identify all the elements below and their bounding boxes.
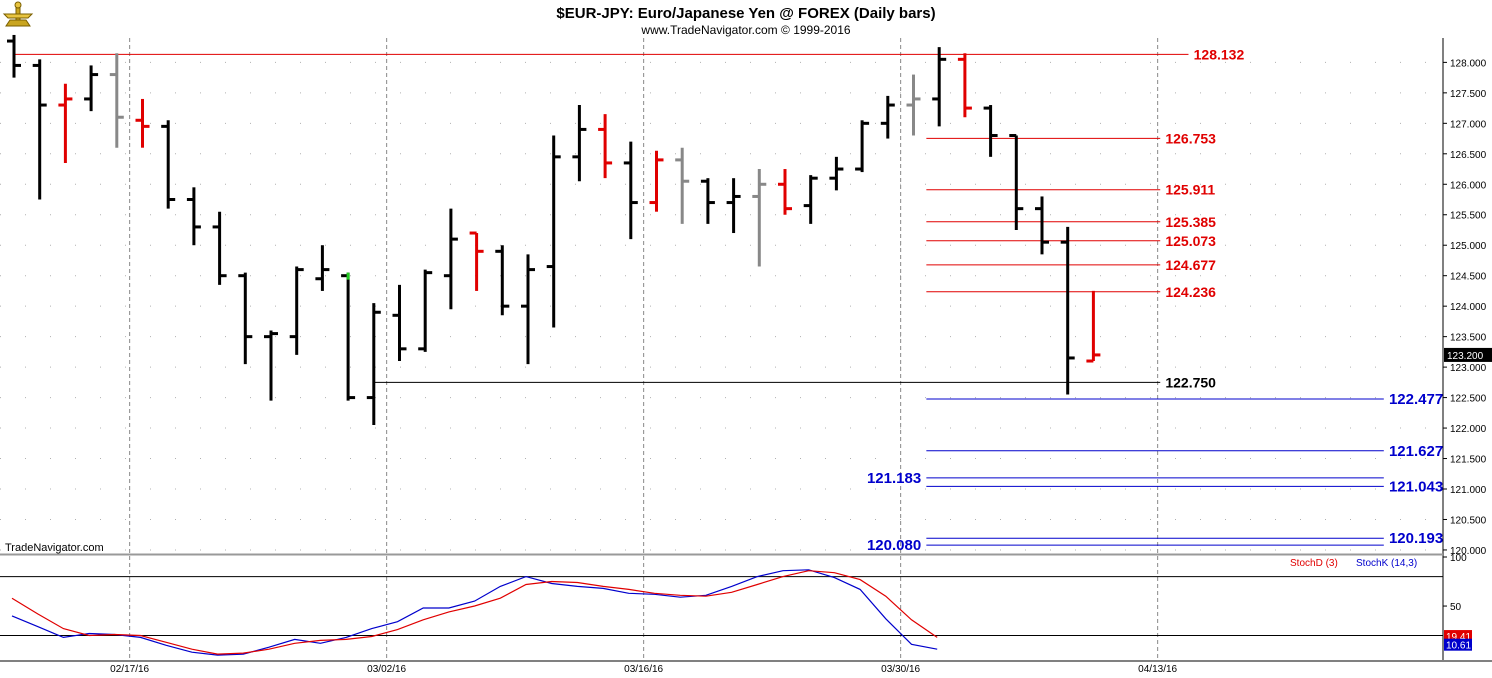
- ohlc-bar: [1086, 290, 1101, 363]
- ohlc-bar: [289, 266, 304, 355]
- ohlc-bar: [803, 175, 818, 224]
- price-tick-label: 123.000: [1450, 363, 1487, 374]
- level-label: 125.073: [1165, 233, 1216, 249]
- price-tick-label: 127.000: [1450, 119, 1487, 130]
- logo-icon: [2, 1, 34, 27]
- date-tick-label: 03/30/16: [881, 664, 920, 675]
- date-tick-label: 03/16/16: [624, 664, 663, 675]
- date-tick-label: 04/13/16: [1138, 664, 1177, 675]
- ohlc-bar: [778, 169, 792, 215]
- ohlc-bar: [495, 245, 510, 316]
- stoch-legend-d: StochD (3): [1290, 558, 1338, 569]
- date-tick-label: 02/17/16: [110, 664, 149, 675]
- stoch-legend-k: StochK (14,3): [1356, 558, 1417, 569]
- ohlc-bar: [135, 98, 150, 148]
- level-label: 121.183: [867, 470, 921, 487]
- ohlc-bar: [109, 53, 124, 148]
- level-label: 120.080: [867, 537, 921, 554]
- ohlc-bar: [366, 303, 381, 426]
- price-tick-label: 122.000: [1450, 424, 1487, 435]
- ohlc-bar: [623, 141, 638, 240]
- ohlc-bar: [58, 83, 73, 163]
- ohlc-bar: [418, 269, 433, 352]
- watermark: TradeNavigator.com: [5, 542, 104, 554]
- ohlc-bar: [7, 34, 21, 78]
- ohlc-bar: [829, 156, 844, 191]
- ohlc-bar: [392, 284, 407, 362]
- level-label: 122.477: [1389, 391, 1443, 408]
- price-tick-label: 126.000: [1450, 180, 1487, 191]
- price-tick-label: 122.500: [1450, 394, 1487, 405]
- ohlc-bar: [443, 208, 458, 310]
- ohlc-bar: [212, 211, 227, 285]
- price-tick-label: 121.500: [1450, 455, 1487, 466]
- price-tick-label: 127.500: [1450, 89, 1487, 100]
- level-label: 125.911: [1165, 182, 1215, 198]
- stoch-value-label: 19.41: [1446, 632, 1471, 643]
- price-tick-label: 125.000: [1450, 241, 1487, 252]
- ohlc-bar: [649, 150, 664, 212]
- level-label: 122.750: [1165, 374, 1216, 390]
- stoch-value-label: 10.61: [1446, 641, 1471, 652]
- ohlc-bar: [315, 245, 330, 291]
- ohlc-bar: [546, 135, 561, 328]
- price-tick-label: 128.000: [1450, 58, 1487, 69]
- ohlc-bar: [521, 254, 535, 365]
- last-price-box: [1444, 347, 1492, 362]
- price-tick-label: 121.000: [1450, 485, 1487, 496]
- price-tick-label: 124.000: [1450, 302, 1487, 313]
- level-label: 125.385: [1165, 214, 1216, 230]
- ohlc-bar: [932, 47, 947, 127]
- price-tick-label: 126.500: [1450, 150, 1487, 161]
- level-label: 121.627: [1389, 443, 1443, 460]
- ohlc-bar: [726, 178, 741, 234]
- ohlc-bar: [341, 272, 356, 401]
- ohlc-bar: [238, 272, 253, 365]
- level-label: 128.132: [1194, 46, 1245, 62]
- stoch-value-box: [1444, 638, 1472, 651]
- level-label: 126.753: [1165, 130, 1216, 146]
- ohlc-bar: [855, 120, 870, 173]
- ohlc-bar: [264, 330, 278, 401]
- level-label: 121.043: [1389, 478, 1443, 495]
- ohlc-bar: [752, 169, 767, 267]
- ohlc-bar: [675, 147, 690, 224]
- ohlc-bar: [1035, 196, 1049, 255]
- ohlc-bar: [469, 231, 484, 291]
- ohlc-bar: [32, 59, 47, 200]
- ohlc-bar: [906, 74, 921, 136]
- last-price-label: 123.200: [1447, 351, 1484, 362]
- ohlc-bar: [1009, 134, 1024, 230]
- stoch-line: [11, 569, 938, 656]
- stoch-tick-label: 50: [1450, 602, 1462, 613]
- stoch-tick-label: 100: [1450, 553, 1467, 564]
- ohlc-bar: [186, 187, 201, 246]
- chart-copyright: www.TradeNavigator.com © 1999-2016: [640, 23, 850, 37]
- price-tick-label: 124.500: [1450, 272, 1487, 283]
- plot-layer: 128.000 127.500 127.000 126.500 126.000 125.5…: [0, 34, 1492, 675]
- price-tick-label: 120.500: [1450, 515, 1487, 526]
- ohlc-bar: [1060, 226, 1075, 395]
- level-label: 124.677: [1165, 257, 1216, 273]
- ohlc-bar: [572, 105, 587, 182]
- ohlc-bar: [84, 65, 99, 112]
- ohlc-bar: [161, 120, 176, 209]
- ohlc-bar: [983, 105, 998, 157]
- ohlc-bar: [598, 114, 613, 179]
- price-tick-label: 120.000: [1450, 546, 1487, 557]
- level-label: 124.236: [1165, 284, 1216, 300]
- ohlc-bar: [700, 178, 715, 224]
- price-tick-label: 123.500: [1450, 333, 1487, 344]
- ohlc-bar: [880, 95, 895, 139]
- stoch-line: [11, 570, 938, 655]
- price-tick-label: 125.500: [1450, 211, 1487, 222]
- date-tick-label: 03/02/16: [367, 664, 406, 675]
- chart-title: $EUR-JPY: Euro/Japanese Yen @ FOREX (Dai…: [556, 5, 935, 22]
- level-label: 120.193: [1389, 530, 1443, 547]
- ohlc-bar: [957, 53, 972, 118]
